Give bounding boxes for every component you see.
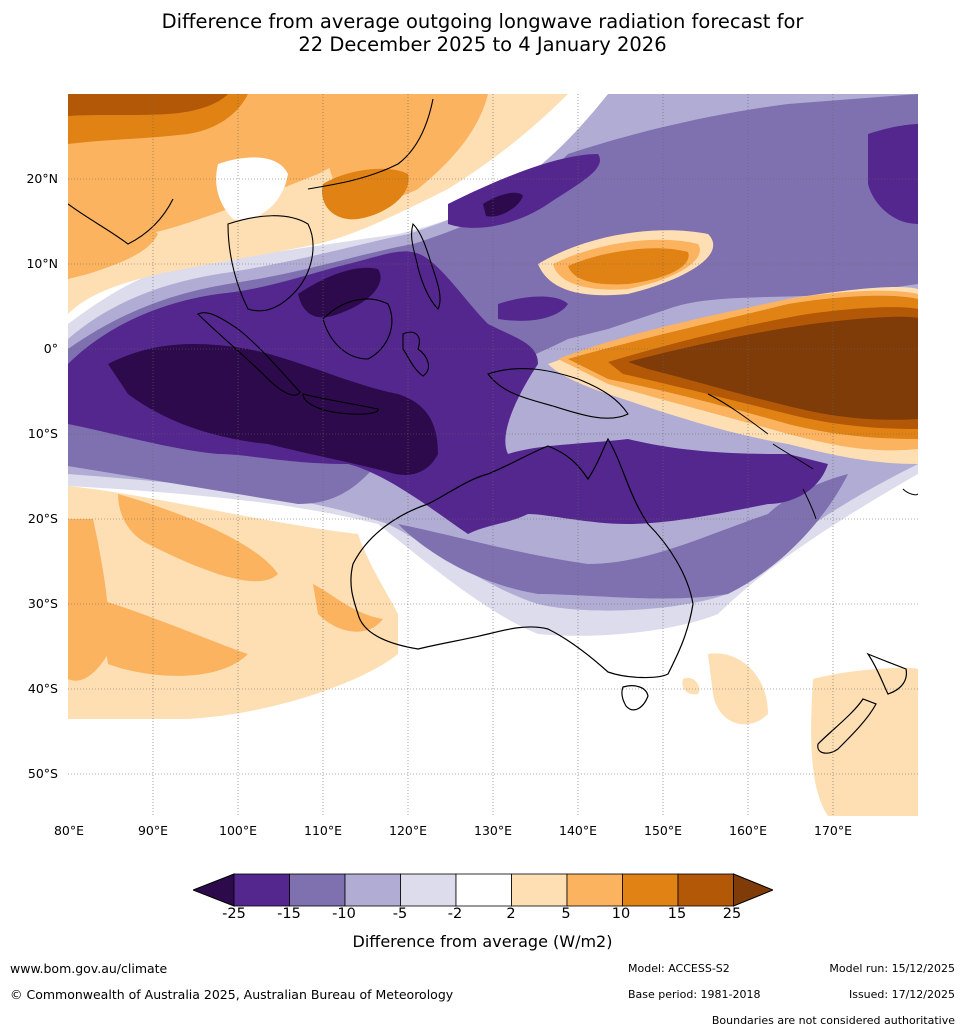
field-north-pacific-dark-purple [868, 124, 918, 224]
issued-text: Issued: 17/12/2025 [848, 988, 955, 1001]
china-coastline [307, 98, 434, 190]
model-text: Model: ACCESS-S2 [628, 962, 730, 975]
lon-label-170e: 170°E [813, 823, 853, 838]
field-maritime-deepest [108, 344, 438, 475]
colorbar-arrow-high [733, 873, 773, 907]
new-guinea-coastline [487, 368, 629, 419]
colorbar-tick: 2 [506, 906, 516, 922]
lon-label-100e: 100°E [218, 823, 258, 838]
lat-label-10n: 10°N [26, 256, 58, 271]
field-bay-of-bengal-orange [68, 210, 158, 279]
title-line-1: Difference from average outgoing longwav… [161, 10, 804, 33]
colorbar-segment [289, 873, 346, 907]
java-coastline [302, 393, 379, 415]
base-period-text: Base period: 1981-2018 [628, 988, 761, 1001]
colorbar-tick: -25 [222, 906, 246, 922]
lon-label-140e: 140°E [558, 823, 598, 838]
lon-label-110e: 110°E [303, 823, 343, 838]
colorbar-tick: -15 [277, 906, 301, 922]
colorbar-segment [566, 873, 623, 907]
india-coastline [68, 198, 174, 245]
sulawesi-coastline [402, 331, 429, 377]
colorbar [193, 873, 773, 907]
borneo-coastline [322, 298, 393, 360]
model-run-text: Model run: 15/12/2025 [829, 962, 955, 975]
lon-label-120e: 120°E [388, 823, 428, 838]
lat-label-30s: 30°S [27, 596, 58, 611]
colorbar-tick: -5 [392, 906, 408, 922]
lat-label-0: 0° [43, 341, 58, 356]
field-tasman-light-orange-2 [708, 653, 768, 725]
field-south-indian-orange-1 [68, 519, 110, 681]
lon-label-150e: 150°E [643, 823, 683, 838]
sumatra-coastline [197, 312, 301, 396]
field-philippine-sea-deepest [483, 192, 523, 217]
field-borneo-deepest [298, 267, 381, 318]
colorbar-tick: -10 [332, 906, 356, 922]
field-tasman-light-orange-3 [682, 677, 700, 695]
lon-label-80e: 80°E [53, 823, 85, 838]
lat-label-20n: 20°N [26, 171, 58, 186]
philippines-coastline [411, 222, 441, 310]
olr-anomaly-map [68, 94, 918, 816]
lon-label-130e: 130°E [473, 823, 513, 838]
colorbar-tick: -2 [447, 906, 463, 922]
colorbar-tick: 15 [667, 906, 687, 922]
indochina-coastline [227, 215, 314, 312]
title-line-2: 22 December 2025 to 4 January 2026 [298, 33, 667, 56]
colorbar-segment [344, 873, 401, 907]
solomon-islands-coastline [707, 393, 814, 470]
colorbar-segment [511, 873, 568, 907]
field-pacific-deepest-brown [628, 316, 918, 420]
lon-label-90e: 90°E [137, 823, 169, 838]
lat-label-10s: 10°S [27, 426, 58, 441]
field-himalaya-brown [68, 94, 228, 116]
colorbar-segment [455, 873, 512, 907]
tasmania-coastline [621, 685, 649, 711]
field-maritime-dark-purple [68, 251, 828, 534]
website-link[interactable]: www.bom.gov.au/climate [10, 961, 168, 976]
colorbar-tick: 5 [561, 906, 571, 922]
lat-label-50s: 50°S [27, 766, 58, 781]
graticule [68, 94, 918, 816]
colorbar-tick: 10 [611, 906, 631, 922]
field-tasman-light-orange-1 [811, 667, 918, 816]
chart-title: Difference from average outgoing longwav… [0, 10, 965, 56]
colorbar-title: Difference from average (W/m2) [352, 932, 613, 951]
colorbar-arrow-low [193, 873, 235, 907]
lat-label-20s: 20°S [27, 511, 58, 526]
colorbar-segments [193, 873, 773, 907]
vanuatu-fiji-coastline [802, 488, 918, 520]
new-zealand-south-coastline [817, 698, 877, 754]
australia-coastline [350, 437, 694, 679]
field-asia-white-patch [216, 157, 288, 220]
field-south-indian-orange-3 [98, 599, 248, 676]
field-nw-pacific-dark-purple [498, 296, 568, 321]
colorbar-segment [400, 873, 457, 907]
disclaimer-text: Boundaries are not considered authoritat… [711, 1014, 955, 1027]
lon-label-160e: 160°E [728, 823, 768, 838]
colorbar-segment [622, 873, 679, 907]
field-china-dark-orange [322, 168, 409, 220]
colorbar-segment [677, 873, 734, 907]
copyright-text: © Commonwealth of Australia 2025, Austra… [10, 987, 454, 1002]
colorbar-segment [233, 873, 290, 907]
new-zealand-north-coastline [866, 652, 908, 695]
lat-label-40s: 40°S [27, 681, 58, 696]
field-west-aus-orange [313, 584, 383, 632]
field-pacific-dark-orange-north [568, 248, 689, 285]
field-east-aus-mid-purple [398, 474, 848, 599]
colorbar-tick: 25 [722, 906, 742, 922]
